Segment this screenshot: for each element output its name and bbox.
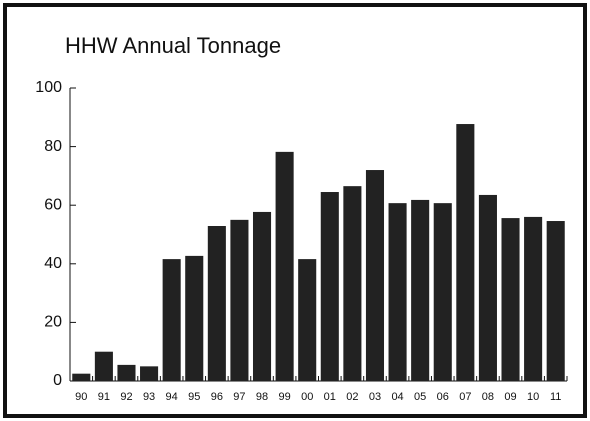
bar <box>94 351 113 381</box>
x-tick-label: 90 <box>75 391 87 403</box>
x-tick-label: 96 <box>211 391 223 403</box>
y-tick-label: 0 <box>53 372 62 389</box>
bar <box>162 259 181 381</box>
bar <box>501 218 520 381</box>
y-tick-label: 20 <box>44 314 62 331</box>
y-tick-label: 100 <box>35 79 62 96</box>
x-tick-label: 03 <box>369 391 381 403</box>
bar <box>365 170 385 381</box>
bar <box>185 255 204 381</box>
x-tick-label: 98 <box>256 391 268 403</box>
x-tick-label: 93 <box>143 391 155 403</box>
bar <box>433 203 452 381</box>
bar <box>140 366 159 381</box>
x-tick-label: 01 <box>324 391 336 403</box>
y-tick-label: 80 <box>44 138 62 155</box>
bar <box>230 219 249 381</box>
bar <box>411 199 430 381</box>
x-tick-label: 10 <box>527 391 539 403</box>
bar <box>456 124 475 381</box>
bar <box>320 192 339 381</box>
x-tick-label: 97 <box>233 391 245 403</box>
bar <box>298 259 317 381</box>
bar <box>207 226 226 381</box>
x-tick-label: 02 <box>346 391 358 403</box>
y-tick-label: 60 <box>44 196 62 213</box>
x-tick-label: 11 <box>550 391 561 403</box>
x-tick-label: 94 <box>166 391 178 403</box>
y-tick-label: 40 <box>44 255 62 272</box>
bar <box>275 151 294 381</box>
x-tick-label: 08 <box>482 391 494 403</box>
bar <box>478 194 497 381</box>
x-tick-label: 99 <box>278 391 290 403</box>
bar <box>524 216 543 381</box>
bar <box>252 211 272 381</box>
x-tick-label: 06 <box>437 391 449 403</box>
bar <box>546 221 565 381</box>
bar <box>388 203 407 381</box>
x-tick-label: 00 <box>301 391 313 403</box>
chart-title: HHW Annual Tonnage <box>65 33 281 58</box>
frame <box>3 3 587 418</box>
bar <box>117 364 136 381</box>
bar <box>72 373 91 381</box>
x-tick-label: 92 <box>120 391 132 403</box>
x-tick-label: 91 <box>98 391 110 403</box>
x-tick-label: 09 <box>504 391 516 403</box>
x-tick-label: 05 <box>414 391 426 403</box>
bar <box>343 186 362 381</box>
x-tick-label: 95 <box>188 391 200 403</box>
x-tick-label: 04 <box>391 391 403 403</box>
x-tick-label: 07 <box>459 391 471 403</box>
